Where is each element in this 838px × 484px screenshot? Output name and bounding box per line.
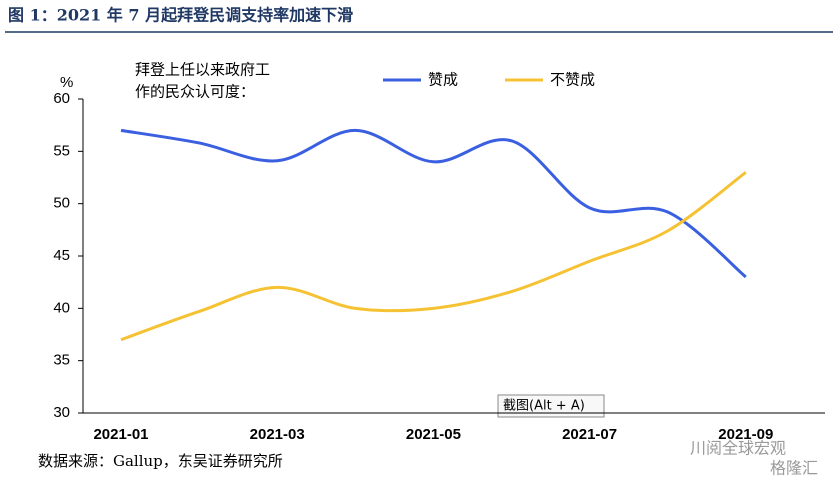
- y-tick-label: 30: [53, 404, 70, 421]
- y-unit: %: [60, 74, 73, 91]
- x-tick-label: 2021-05: [406, 426, 461, 443]
- legend-label: 赞成: [428, 71, 458, 89]
- x-tick-label: 2021-07: [562, 426, 617, 443]
- tooltip-text: 截图(Alt + A): [503, 399, 585, 414]
- watermark: 格隆汇: [770, 459, 818, 478]
- y-tick-label: 50: [53, 195, 70, 212]
- x-tick-label: 2021-09: [718, 426, 773, 443]
- y-tick-label: 45: [53, 247, 70, 264]
- line: [120, 128, 747, 279]
- x-tick-label: 2021-03: [250, 426, 305, 443]
- watermark: 川阅全球宏观: [690, 439, 786, 458]
- annotation: 拜登上任以来政府工: [135, 61, 270, 79]
- tooltip: 截图(Alt + A): [497, 394, 605, 418]
- line: [120, 171, 747, 342]
- x-tick-label: 2021-01: [93, 426, 148, 443]
- y-tick-label: 40: [53, 299, 70, 316]
- y-tick-label: 35: [53, 352, 70, 369]
- source: 数据来源：Gallup，东吴证券研究所: [38, 452, 283, 470]
- y-tick-label: 60: [53, 90, 70, 107]
- y-tick-label: 55: [53, 142, 70, 159]
- chart-title: 图 1：2021 年 7 月起拜登民调支持率加速下滑: [8, 6, 353, 25]
- tooltip-box: [497, 394, 605, 418]
- legend-label: 不赞成: [550, 71, 595, 89]
- annotation: 作的民众认可度：: [135, 83, 255, 101]
